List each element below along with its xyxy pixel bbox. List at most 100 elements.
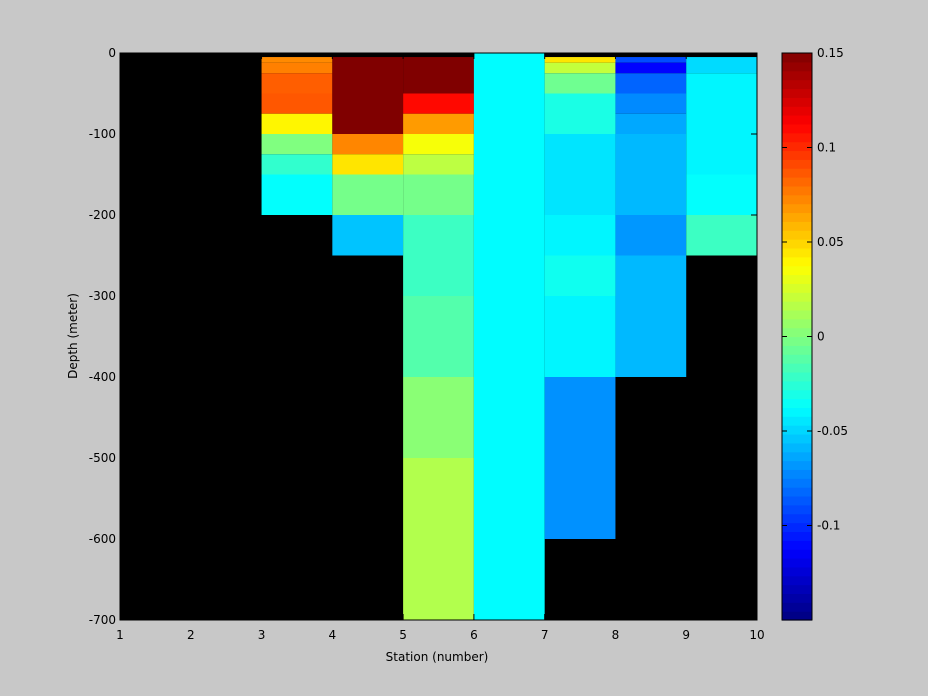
- colorbar-tick-label: -0.05: [817, 424, 848, 438]
- colorbar-swatch: [782, 141, 812, 152]
- heatmap-cell: [403, 296, 474, 377]
- heatmap-cell: [261, 174, 333, 215]
- colorbar-swatch: [782, 274, 812, 284]
- colorbar-swatch: [782, 336, 812, 346]
- heatmap-cell: [403, 154, 474, 175]
- heatmap-cell: [544, 255, 616, 296]
- x-tick-label: 2: [187, 628, 195, 642]
- colorbar-swatch: [782, 433, 812, 444]
- colorbar-swatch: [782, 425, 812, 435]
- colorbar-swatch: [782, 345, 812, 355]
- colorbar-swatch: [782, 593, 812, 603]
- colorbar-swatch: [782, 194, 812, 205]
- colorbar-swatch: [782, 487, 812, 497]
- colorbar-swatch: [782, 504, 812, 515]
- colorbar-swatch: [782, 513, 812, 524]
- colorbar-swatch: [782, 88, 812, 98]
- y-tick-label: -200: [89, 208, 116, 222]
- colorbar-swatch: [782, 354, 812, 364]
- heatmap-cell: [261, 73, 333, 94]
- heatmap-cell: [686, 215, 757, 256]
- x-tick-label: 1: [116, 628, 124, 642]
- colorbar-swatch: [782, 53, 812, 63]
- y-tick-label: -100: [89, 127, 116, 141]
- colorbar-swatch: [782, 416, 812, 426]
- y-tick-label: 0: [108, 46, 116, 60]
- heatmap-cell: [544, 377, 616, 539]
- x-tick-label: 3: [258, 628, 266, 642]
- colorbar-swatch: [782, 469, 812, 479]
- colorbar-swatch: [782, 97, 812, 107]
- colorbar-swatch: [782, 407, 812, 417]
- colorbar-swatch: [782, 451, 812, 462]
- colorbar-swatch: [782, 495, 812, 506]
- colorbar-strip: [782, 53, 812, 621]
- colorbar: 0.15 0.1 0.05 0 -0.05 -0.1: [781, 46, 848, 621]
- heatmap-cell: [332, 215, 404, 256]
- heatmap-cell: [544, 62, 616, 74]
- heatmap-cell: [403, 458, 474, 620]
- colorbar-swatch: [782, 115, 812, 125]
- colorbar-swatch: [782, 292, 812, 302]
- heatmap-cells: [261, 53, 757, 620]
- heatmap-cell: [686, 73, 757, 175]
- colorbar-swatch: [782, 557, 812, 568]
- colorbar-swatch: [782, 318, 812, 329]
- colorbar-swatch: [782, 602, 812, 612]
- colorbar-swatch: [782, 611, 812, 621]
- x-axis: 1 2 3 4 5 6 7 8 9 10: [116, 53, 765, 642]
- heatmap-cell: [261, 113, 333, 134]
- colorbar-swatch: [782, 247, 812, 258]
- heatmap-cell: [403, 134, 474, 155]
- colorbar-ticks: 0.15 0.1 0.05 0 -0.05 -0.1: [782, 46, 848, 533]
- x-tick-label: 8: [612, 628, 620, 642]
- colorbar-swatch: [782, 185, 812, 196]
- heatmap-cell: [261, 154, 333, 175]
- plot-area: [119, 52, 758, 621]
- colorbar-swatch: [782, 256, 812, 267]
- x-tick-label: 4: [329, 628, 337, 642]
- y-tick-label: -500: [89, 451, 116, 465]
- y-tick-label: -400: [89, 370, 116, 384]
- heatmap-cell: [261, 57, 333, 63]
- heatmap-cell: [686, 174, 757, 215]
- colorbar-swatch: [782, 212, 812, 222]
- colorbar-tick-label: 0.1: [817, 141, 836, 155]
- colorbar-swatch: [782, 159, 812, 169]
- heatmap-cell: [544, 57, 616, 63]
- colorbar-swatch: [782, 265, 812, 276]
- heatmap-cell: [261, 93, 333, 114]
- heatmap-cell: [615, 255, 687, 377]
- x-tick-label: 10: [749, 628, 764, 642]
- y-tick-label: -600: [89, 532, 116, 546]
- colorbar-swatch: [782, 460, 812, 470]
- y-axis-label: Depth (meter): [66, 293, 80, 379]
- colorbar-tick-label: 0.15: [817, 46, 844, 60]
- colorbar-swatch: [782, 203, 812, 214]
- colorbar-swatch: [782, 70, 812, 81]
- colorbar-swatch: [782, 478, 812, 488]
- colorbar-swatch: [782, 168, 812, 178]
- colorbar-swatch: [782, 239, 812, 249]
- heatmap-cell: [544, 296, 616, 377]
- heatmap-cell: [544, 134, 616, 215]
- y-tick-label: -300: [89, 289, 116, 303]
- heatmap-cell: [403, 113, 474, 134]
- heatmap-cell: [261, 134, 333, 155]
- heatmap-cell: [686, 57, 757, 74]
- colorbar-swatch: [782, 389, 812, 400]
- colorbar-swatch: [782, 575, 812, 586]
- heatmap-cell: [403, 174, 474, 215]
- colorbar-swatch: [782, 549, 812, 559]
- heatmap-cell: [615, 134, 687, 215]
- heatmap-cell: [473, 53, 545, 620]
- x-tick-label: 6: [470, 628, 478, 642]
- heatmap-cell: [261, 62, 333, 74]
- heatmap-cell: [403, 93, 474, 114]
- heatmap-cell: [615, 215, 687, 256]
- colorbar-swatch: [782, 566, 812, 577]
- colorbar-swatch: [782, 442, 812, 453]
- colorbar-tick-label: 0: [817, 330, 825, 344]
- colorbar-swatch: [782, 531, 812, 541]
